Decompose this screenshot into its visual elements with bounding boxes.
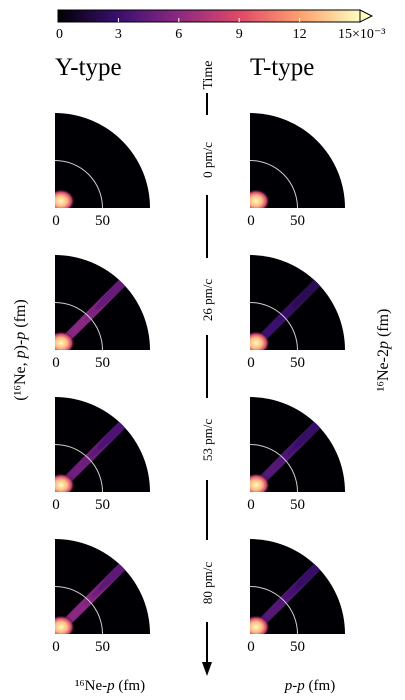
central-peak	[55, 473, 75, 492]
reference-arc-50fm	[54, 444, 103, 493]
panel-background	[55, 113, 150, 208]
reference-arc-50fm	[54, 302, 103, 351]
time-step-label: 53 pm/c	[200, 419, 215, 461]
time-axis-label: Time	[201, 60, 216, 89]
central-peak	[250, 189, 270, 208]
colorbar-gradient	[57, 9, 361, 23]
panel-background	[250, 113, 345, 208]
column-title-y-type: Y-type	[55, 54, 122, 81]
time-axis-arrowhead	[202, 662, 212, 676]
panel-y-type-0: 0 50	[52, 113, 150, 229]
colorbar-extend-arrow	[359, 9, 374, 23]
reference-arc-50fm	[54, 160, 103, 209]
x-tick-label: 50	[95, 355, 110, 371]
colorbar-tick-label: 0	[56, 27, 63, 42]
central-peak	[250, 615, 270, 634]
x-tick-label: 50	[95, 497, 110, 513]
panel-t-type-2: 0 50	[247, 397, 345, 513]
x-tick-label: 0	[247, 355, 255, 371]
bottom-axis-label-y-type: ¹⁶Ne-p (fm)	[75, 678, 145, 694]
time-step-label: 80 pm/c	[200, 562, 215, 604]
x-tick-label: 0	[52, 639, 60, 655]
x-tick-label: 0	[52, 355, 60, 371]
column-title-t-type: T-type	[250, 54, 314, 81]
x-tick-label: 50	[290, 497, 305, 513]
colorbar-tick-label: 6	[175, 27, 182, 42]
reference-arc-50fm	[54, 586, 103, 635]
reference-arc-50fm	[249, 586, 298, 635]
reference-arc-50fm	[249, 444, 298, 493]
x-tick-label: 0	[52, 213, 60, 229]
x-tick-label: 0	[247, 497, 255, 513]
panel-y-type-3: 0 50	[52, 539, 150, 655]
central-peak	[55, 615, 75, 634]
time-step-label: 26 pm/c	[200, 279, 215, 321]
x-tick-label: 50	[290, 639, 305, 655]
central-peak	[55, 189, 75, 208]
left-axis-label: (¹⁶Ne, p)-p (fm)	[12, 299, 29, 400]
panels: 0 50 0 50 0 50 0 50 0 50 0 50 0 50 0 50	[52, 113, 345, 655]
colorbar-tick-label: 15×10⁻³	[338, 27, 385, 42]
time-step-label: 0 pm/c	[200, 142, 215, 178]
panel-y-type-1: 0 50	[52, 255, 150, 371]
right-axis-label: ¹⁶Ne-2p (fm)	[375, 309, 392, 392]
x-tick-label: 50	[95, 639, 110, 655]
central-peak	[55, 331, 75, 350]
x-tick-label: 0	[247, 213, 255, 229]
colorbar-tick-label: 12	[293, 27, 307, 42]
bottom-axis-label-t-type: p-p (fm)	[284, 678, 335, 694]
reference-arc-50fm	[249, 302, 298, 351]
colorbar-tick-label: 3	[115, 27, 122, 42]
colorbar-tick-label: 9	[236, 27, 243, 42]
panel-t-type-0: 0 50	[247, 113, 345, 229]
x-tick-label: 0	[247, 639, 255, 655]
reference-arc-50fm	[249, 160, 298, 209]
panel-t-type-1: 0 50	[247, 255, 345, 371]
panel-t-type-3: 0 50	[247, 539, 345, 655]
x-tick-label: 0	[52, 497, 60, 513]
panel-y-type-2: 0 50	[52, 397, 150, 513]
time-axis: Time 0 pm/c 26 pm/c 53 pm/c 80 pm/c	[200, 60, 216, 676]
colorbar: 0 3 6 9 12 15×10⁻³	[56, 9, 385, 42]
central-peak	[250, 331, 270, 350]
x-tick-label: 50	[290, 355, 305, 371]
central-peak	[250, 473, 270, 492]
x-tick-label: 50	[95, 213, 110, 229]
x-tick-label: 50	[290, 213, 305, 229]
